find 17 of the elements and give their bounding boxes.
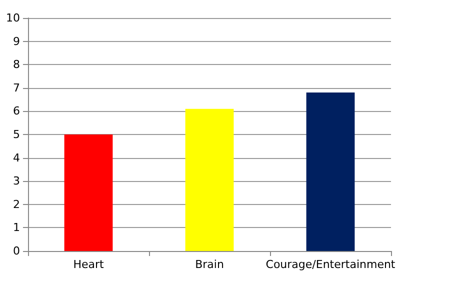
y-tick-label: 8: [13, 58, 20, 72]
y-tick-label: 10: [6, 12, 20, 24]
x-tick-label: Courage/Entertainment: [266, 258, 396, 271]
bar: [185, 108, 234, 251]
y-tick-label: 6: [13, 104, 20, 118]
y-tick-label: 9: [13, 34, 20, 48]
y-tick-label: 2: [13, 198, 20, 211]
y-tick-label: 4: [13, 151, 20, 164]
bar: [64, 134, 113, 251]
y-tick-label: 1: [13, 221, 20, 234]
y-tick-label: 3: [13, 174, 20, 188]
y-tick-label: 5: [13, 128, 20, 141]
y-tick-label: 7: [13, 81, 20, 94]
bar: [306, 92, 355, 251]
x-tick-label: Brain: [195, 258, 224, 271]
y-tick-label: 0: [13, 244, 20, 258]
x-tick-label: Heart: [73, 258, 104, 271]
